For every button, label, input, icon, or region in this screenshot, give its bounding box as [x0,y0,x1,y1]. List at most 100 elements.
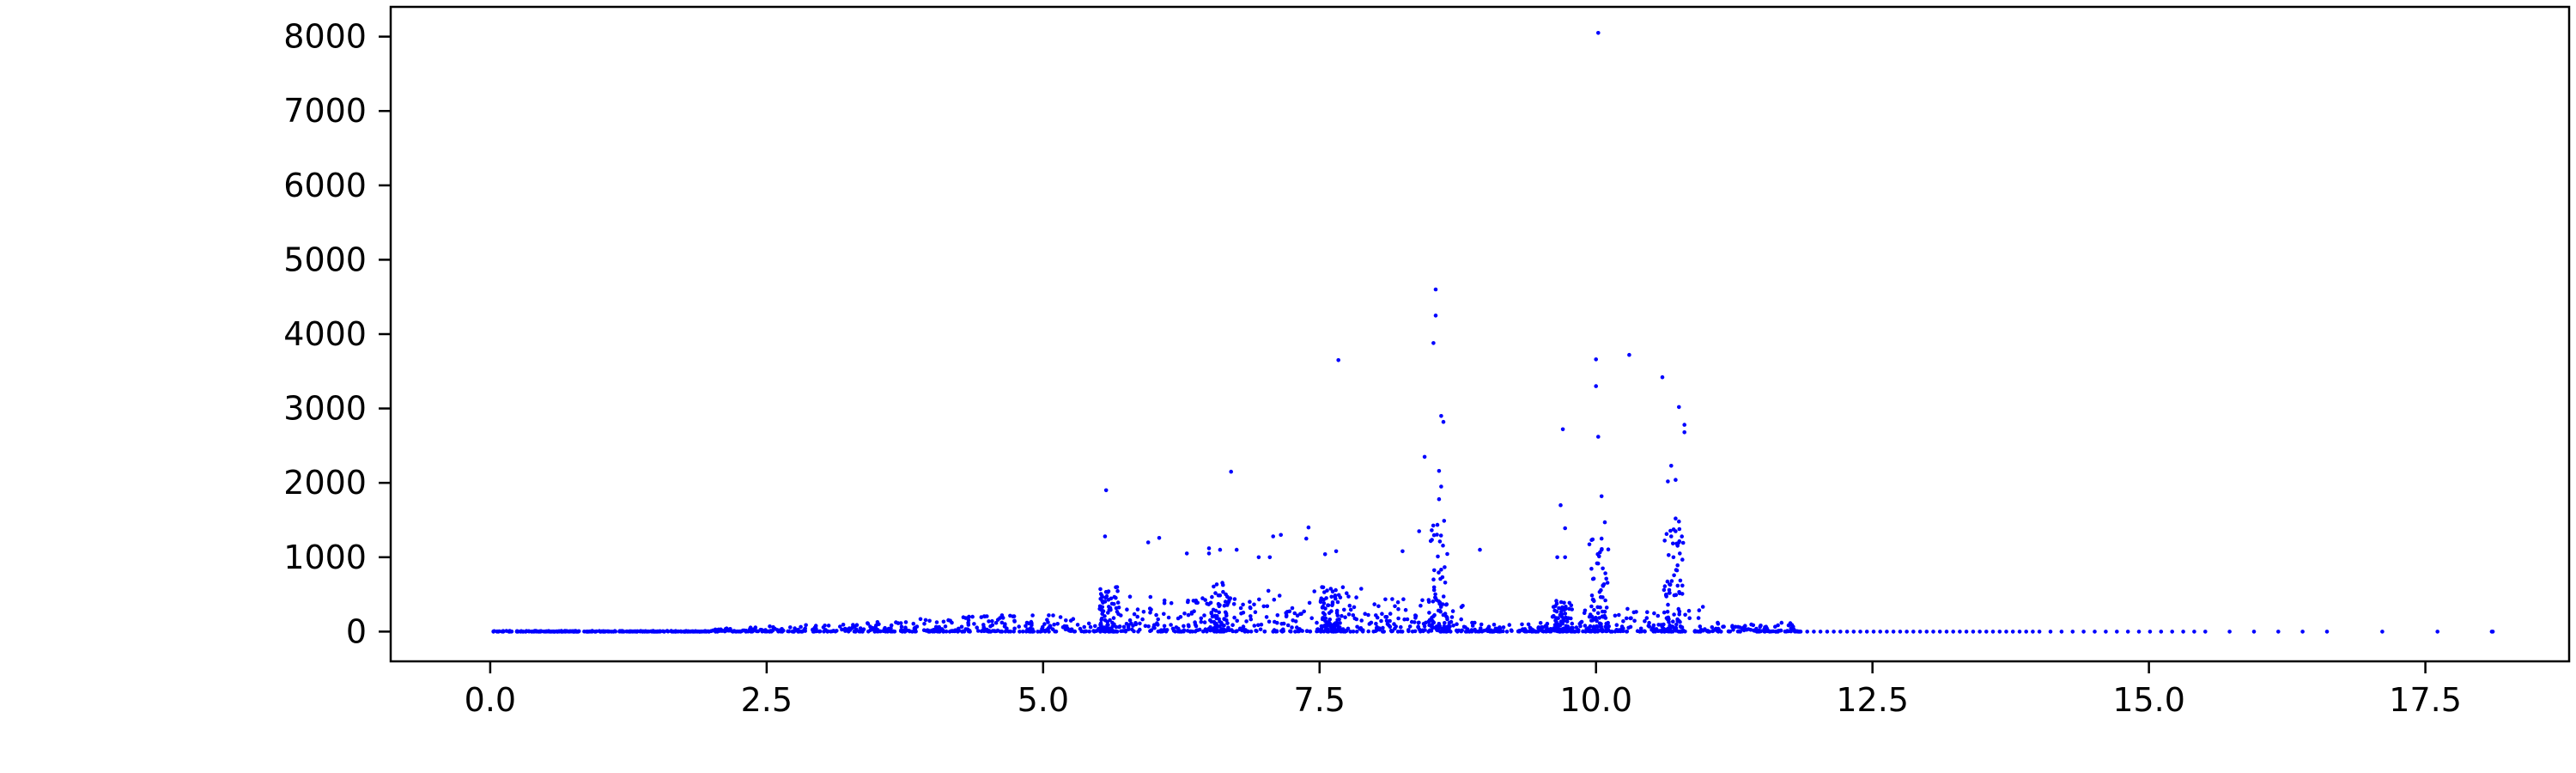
data-point [1343,615,1347,619]
data-point [1765,628,1770,632]
data-point [1230,623,1235,627]
data-point [1327,618,1332,622]
data-point [1026,621,1031,626]
data-point [1417,529,1421,533]
data-point [1459,629,1463,634]
data-point [1449,619,1454,624]
data-point [1773,624,1777,629]
data-point [1924,630,1929,634]
data-point [1109,596,1114,601]
data-point [2037,630,2042,634]
data-point [1320,585,1324,589]
data-point [1672,573,1676,578]
data-point [1141,610,1146,614]
data-point [1226,627,1230,631]
data-point [1064,618,1068,623]
data-point [1087,630,1091,634]
data-point [1432,568,1437,573]
data-point [1583,630,1588,634]
data-point [1789,629,1793,634]
data-point [1388,618,1392,624]
data-point [1262,630,1267,634]
data-point [1298,612,1303,617]
data-point [860,629,864,634]
data-point [1368,621,1372,626]
data-point [842,626,848,631]
data-point [1492,623,1497,627]
data-point [1213,591,1218,595]
data-point [1088,624,1093,630]
data-point [1671,619,1675,624]
data-point [1189,612,1194,616]
data-point [1224,613,1229,618]
data-point [1354,617,1359,622]
data-point [1206,551,1212,556]
data-point [868,624,872,629]
data-point [1606,547,1611,551]
data-point [1221,624,1226,628]
data-point [732,629,737,633]
data-point [735,629,740,634]
data-point [1687,616,1692,620]
data-point [1221,589,1225,594]
data-point [846,630,851,634]
data-point [796,630,800,634]
data-point [959,624,964,630]
data-point [1435,522,1440,527]
data-point [877,622,881,627]
data-point [966,629,971,634]
data-point [910,630,914,634]
data-point [1342,607,1346,612]
data-point [1224,618,1229,623]
data-point [1359,618,1364,623]
data-point [987,629,992,633]
data-point [1030,613,1035,618]
data-point [1669,464,1674,468]
data-point [1166,615,1171,620]
data-point [1217,604,1222,609]
data-point [1221,629,1226,633]
data-point [1030,621,1034,626]
data-point [1674,622,1679,627]
data-point [1667,553,1671,557]
data-point [1400,549,1405,554]
data-point [1595,629,1600,634]
data-point [1275,613,1280,618]
x-tick-label: 2.5 [741,681,793,719]
data-point [999,620,1005,625]
data-point [1455,622,1459,626]
data-point [1669,579,1674,583]
data-point [1075,623,1080,627]
data-point [1264,615,1269,619]
data-point [1002,624,1007,629]
data-point [1093,624,1097,629]
data-point [1288,629,1292,634]
data-point [2380,630,2385,634]
data-point [1063,627,1068,632]
data-point [1486,624,1492,629]
data-point [1613,613,1618,618]
data-point [1279,533,1283,538]
data-point [961,615,966,619]
data-point [1764,624,1768,629]
data-point [1162,624,1167,629]
data-point [1437,469,1442,473]
data-point [1905,630,1909,634]
data-point [999,630,1005,634]
data-point [1602,520,1607,525]
data-point [1154,612,1158,618]
data-point [1786,623,1791,628]
data-point [1338,621,1342,625]
data-point [1431,600,1436,604]
data-point [1838,630,1843,634]
data-point [1443,581,1448,585]
data-point [1234,547,1239,552]
data-point [1248,600,1252,604]
data-point [1340,585,1346,589]
data-point [1202,620,1207,624]
data-point [872,630,877,634]
data-point [1024,624,1028,629]
data-point [693,630,697,634]
data-point [1594,384,1598,388]
data-point [1253,610,1258,614]
